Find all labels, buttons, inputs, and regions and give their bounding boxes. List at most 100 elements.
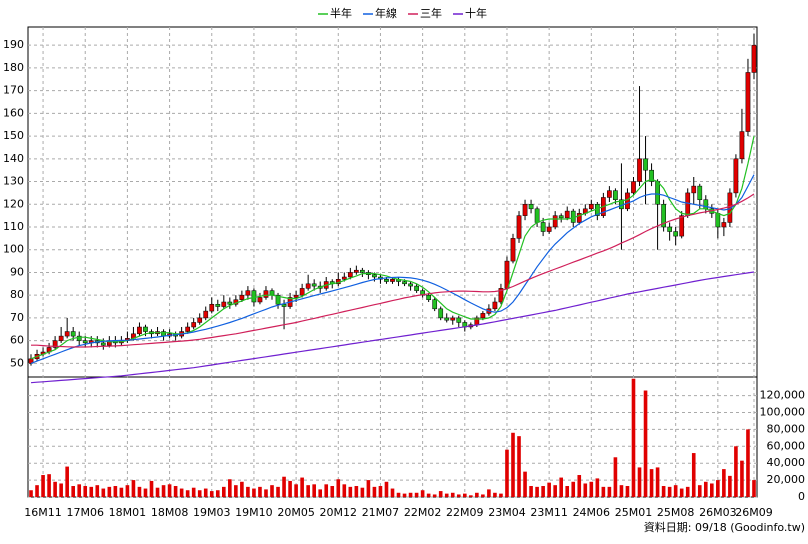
- candle-body: [269, 290, 275, 296]
- candle-body: [492, 301, 498, 310]
- volume-bar: [752, 480, 756, 497]
- volume-bar: [107, 486, 112, 497]
- volume-bar: [288, 480, 292, 497]
- candle-body: [697, 185, 703, 200]
- volume-bar: [619, 485, 624, 497]
- volume-bar: [179, 488, 184, 497]
- candle-body: [528, 204, 534, 210]
- volume-bar: [221, 486, 226, 497]
- candle-body: [305, 283, 311, 289]
- volume-bar: [426, 493, 431, 497]
- candle-body: [221, 301, 227, 307]
- x-tick-label: 26M03: [699, 506, 737, 519]
- volume-bar: [438, 491, 443, 497]
- candle-body: [673, 231, 679, 237]
- candle-body: [239, 294, 245, 300]
- x-tick-label: 23M04: [488, 506, 526, 519]
- volume-bar: [529, 486, 533, 497]
- candle-body: [558, 215, 564, 219]
- candle-body: [263, 290, 269, 298]
- candle-body: [408, 283, 413, 287]
- candle-body: [197, 317, 203, 323]
- candle-body: [613, 190, 618, 200]
- candle-body: [498, 288, 504, 303]
- volume-bar: [306, 485, 310, 497]
- volume-bar: [595, 478, 600, 497]
- x-tick-label: 23M11: [530, 506, 568, 519]
- volume-bar: [384, 481, 389, 497]
- x-tick-label: 26M09: [735, 506, 773, 519]
- candle-body: [299, 288, 305, 296]
- volume-tick-label: 80,000: [767, 422, 806, 435]
- volume-bar: [119, 487, 124, 497]
- candle-body: [510, 238, 516, 262]
- volume-bar: [53, 481, 57, 497]
- volume-bar: [35, 485, 39, 497]
- candle-body: [353, 269, 359, 273]
- candle-body: [685, 192, 691, 216]
- volume-bar: [716, 480, 720, 497]
- candle-body: [185, 326, 191, 332]
- x-tick-label: 20M05: [277, 506, 315, 519]
- candle-body: [100, 342, 106, 346]
- volume-bar: [571, 481, 576, 497]
- candle-body: [703, 199, 709, 210]
- volume-bar: [83, 486, 88, 497]
- volume-bar: [203, 488, 208, 497]
- volume-bar: [228, 479, 232, 497]
- volume-bar: [625, 486, 630, 497]
- candle-body: [691, 185, 697, 194]
- candle-body: [341, 276, 347, 280]
- candle-body: [456, 317, 462, 323]
- volume-bar: [722, 469, 726, 497]
- volume-tick-label: 60,000: [767, 439, 806, 452]
- volume-bar: [487, 489, 491, 497]
- volume-bar: [402, 493, 407, 497]
- volume-bar: [679, 488, 684, 497]
- y-tick-label: 90: [10, 265, 24, 278]
- candle-body: [426, 294, 432, 300]
- volume-bar: [276, 486, 280, 497]
- volume-bar: [408, 492, 413, 497]
- candle-body: [516, 215, 522, 239]
- x-tick-label: 25M01: [615, 506, 653, 519]
- candle-body: [679, 215, 685, 237]
- legend-label: 十年: [465, 6, 487, 20]
- volume-bar: [607, 486, 612, 497]
- volume-bar: [59, 483, 63, 497]
- candle-body: [661, 204, 666, 228]
- volume-bar: [565, 486, 570, 497]
- candle-body: [522, 204, 528, 216]
- volume-bar: [161, 485, 166, 497]
- volume-bar: [155, 487, 160, 497]
- volume-bar: [41, 475, 45, 497]
- candle-body: [540, 222, 546, 232]
- candle-body: [643, 158, 648, 171]
- candle-body: [534, 208, 540, 223]
- volume-bar: [47, 474, 51, 497]
- volume-bar: [661, 486, 666, 497]
- candle-body: [552, 215, 558, 228]
- volume-bar: [264, 489, 268, 497]
- volume-bar: [246, 486, 250, 497]
- candle-body: [52, 340, 58, 348]
- candle-body: [275, 294, 281, 305]
- y-tick-label: 170: [3, 84, 24, 97]
- candle-body: [191, 322, 197, 328]
- volume-bar: [517, 436, 521, 497]
- ma-line: [30, 271, 755, 384]
- volume-bar: [312, 484, 316, 497]
- volume-bar: [643, 390, 648, 497]
- footer: 資料日期: 09/18 (Goodinfo.tw): [644, 520, 805, 534]
- volume-bar: [444, 493, 449, 497]
- volume-bar: [191, 487, 196, 497]
- volume-bar: [258, 486, 262, 497]
- volume-bar: [113, 486, 118, 497]
- volume-bar: [348, 486, 353, 497]
- candle-body: [293, 294, 299, 298]
- volume-bar: [366, 480, 371, 497]
- x-tick-label: 19M03: [193, 506, 231, 519]
- volume-bar: [601, 486, 606, 497]
- candle-body: [450, 317, 456, 321]
- volume-bar: [577, 475, 582, 497]
